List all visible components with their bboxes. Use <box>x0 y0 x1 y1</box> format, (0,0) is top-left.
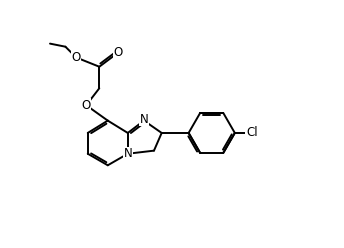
Text: Cl: Cl <box>246 126 258 139</box>
Text: O: O <box>82 99 91 112</box>
Text: O: O <box>72 51 81 64</box>
Text: O: O <box>113 46 122 59</box>
Text: N: N <box>123 147 132 160</box>
Text: N: N <box>140 113 148 125</box>
